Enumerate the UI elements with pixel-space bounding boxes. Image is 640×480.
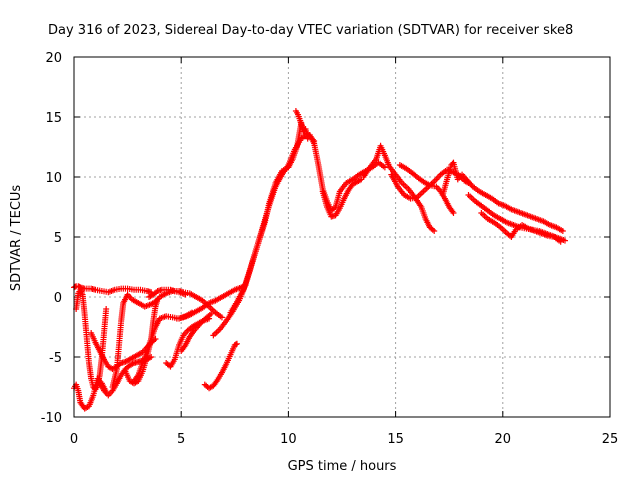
series-track-l — [173, 282, 249, 322]
y-tick-label: 10 — [45, 171, 62, 186]
series-track-t — [396, 162, 457, 216]
series-track-c — [73, 286, 110, 393]
data-point — [233, 340, 240, 347]
x-tick-label: 10 — [280, 432, 297, 447]
y-tick-label: -10 — [41, 411, 62, 426]
x-axis-label: GPS time / hours — [288, 459, 397, 474]
series-track-a — [71, 283, 155, 296]
series-track-p — [292, 108, 306, 131]
series-track-w — [478, 210, 564, 245]
y-tick-label: 0 — [54, 291, 62, 306]
data-point — [299, 124, 306, 131]
series-track-o — [227, 130, 318, 316]
chart-title: Day 316 of 2023, Sidereal Day-to-day VTE… — [48, 23, 573, 38]
data-point — [208, 310, 215, 317]
y-tick-label: 20 — [45, 51, 62, 66]
data-point — [559, 228, 566, 234]
x-tick-label: 0 — [70, 432, 78, 447]
x-tick-label: 5 — [177, 432, 185, 447]
x-tick-label: 15 — [387, 432, 404, 447]
plot-frame — [73, 56, 611, 418]
series-track-k — [178, 310, 215, 354]
y-tick-label: 5 — [54, 231, 62, 246]
data-point — [431, 228, 438, 234]
data-point — [381, 164, 388, 171]
y-tick-label: 15 — [45, 111, 62, 126]
series-track-m — [201, 340, 240, 392]
x-tick-label: 20 — [495, 432, 512, 447]
series-track-u — [439, 159, 566, 234]
data-point — [450, 210, 457, 216]
y-tick-label: -5 — [49, 351, 62, 366]
series-track-q — [319, 176, 365, 220]
data-point — [557, 238, 564, 245]
data-point — [218, 314, 225, 321]
data-marks — [71, 108, 568, 412]
data-point — [561, 237, 568, 244]
x-tick-label: 25 — [602, 432, 619, 447]
data-point — [311, 138, 318, 144]
grid-lines — [74, 57, 610, 417]
data-point — [154, 296, 161, 303]
data-point — [103, 306, 110, 312]
y-axis-label: SDTVAR / TECUs — [9, 185, 24, 292]
axis-ticks: 0 5 10 15 20 25 -10 -5 0 5 10 15 20 — [41, 51, 619, 447]
series-track-r — [360, 142, 438, 234]
